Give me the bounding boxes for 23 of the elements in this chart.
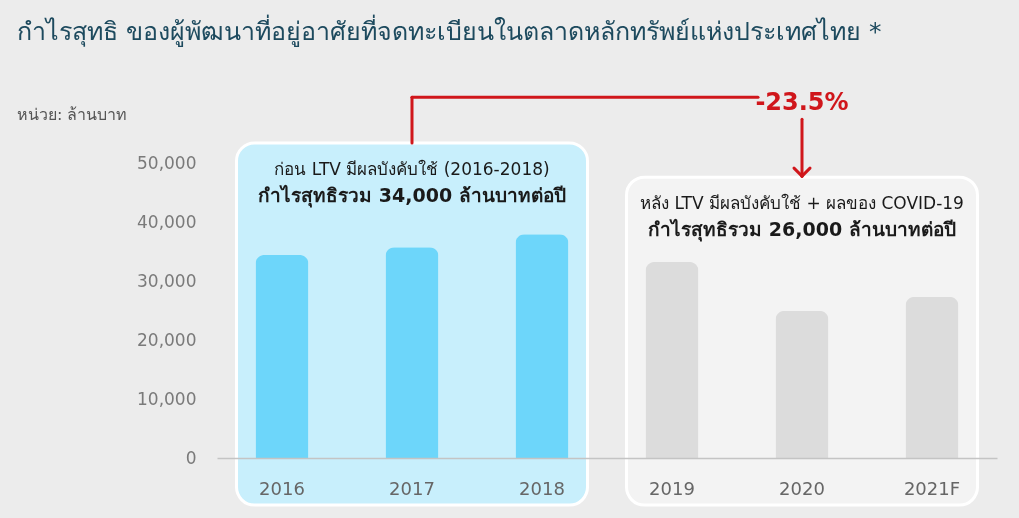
x-tick-label: 2019: [649, 477, 695, 499]
annotation: -23.5%: [755, 88, 849, 117]
bar: [905, 296, 959, 459]
y-tick-label: 0: [185, 447, 197, 468]
bar: [385, 247, 439, 459]
text: หน่วย: ล้านบาท: [17, 105, 128, 124]
bar: [515, 234, 569, 459]
band-label: หลัง LTV มีผลบังคับใช้ + ผลของ COVID-19 กำไรสุทธิรวม 26,000 ล้านบาทต่อปี: [640, 193, 964, 243]
x-tick-label: 2017: [389, 477, 435, 499]
bar: [255, 254, 309, 459]
x-tick-label: 2020: [779, 477, 825, 499]
chart-title: กำไรสุทธิ ของผู้พัฒนาที่อยู่อาศัยที่จดทะเบียนในตลาดหลักทรัพย์แห่งประเทศไทย *: [17, 14, 882, 48]
bar: [775, 310, 829, 459]
y-tick-label: 40,000: [137, 212, 197, 233]
y-tick-label: 50,000: [137, 153, 197, 174]
y-tick-label: 10,000: [137, 388, 197, 409]
x-tick-label: 2018: [519, 477, 565, 499]
x-tick-label: 2021F: [903, 477, 961, 499]
y-tick-label: 20,000: [137, 329, 197, 350]
x-tick-label: 2016: [259, 477, 305, 499]
bar: [645, 261, 699, 459]
band-label: ก่อน LTV มีผลบังคับใช้ (2016-2018) กำไรสุทธิรวม 34,000 ล้านบาทต่อปี: [258, 159, 566, 208]
y-tick-label: 30,000: [137, 270, 197, 291]
